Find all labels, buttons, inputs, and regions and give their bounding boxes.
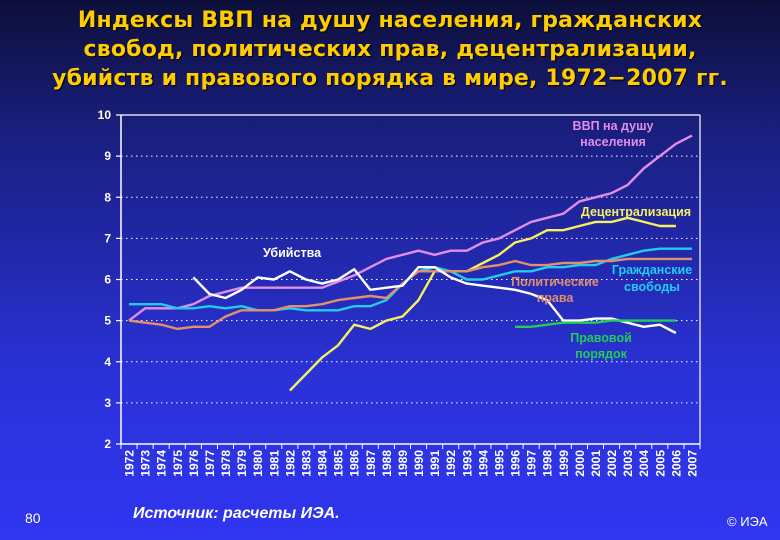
series-line: [515, 319, 676, 328]
title-line-2: свобод, политических прав, децентрализац…: [83, 37, 697, 62]
series-line: [289, 216, 676, 392]
source-note: Источник: расчеты ИЭА.: [133, 505, 340, 522]
axes: [120, 114, 701, 445]
x-tick-label: 1978: [219, 450, 233, 477]
x-tick-label: 1985: [332, 450, 346, 477]
x-tick-label: 1995: [492, 450, 506, 477]
x-tick-label: 1988: [380, 450, 394, 477]
x-tick-label: 2007: [686, 450, 700, 477]
x-tick-label: 2001: [589, 450, 603, 477]
x-tick-label: 1976: [187, 450, 201, 477]
series-line: [192, 266, 677, 335]
x-tick-label: 1987: [364, 450, 378, 477]
y-tick-label: 9: [104, 149, 111, 163]
series-line: [129, 247, 692, 312]
y-tick-label: 5: [104, 314, 111, 328]
x-tick-label: 2000: [573, 450, 587, 477]
x-tick-label: 1992: [444, 450, 458, 477]
copyright: © ИЭА: [727, 514, 768, 529]
x-tick-label: 1989: [396, 450, 410, 477]
x-tick-label: 2005: [653, 450, 667, 477]
x-tick-label: 2006: [669, 450, 683, 477]
x-tick-label: 1993: [460, 450, 474, 477]
title-line-3: убийств и правового порядка в мире, 1972…: [52, 66, 728, 91]
y-tick-label: 7: [104, 231, 111, 245]
series-line: [128, 134, 693, 322]
x-tick-label: 2003: [621, 450, 635, 477]
series-label: Убийства: [263, 246, 322, 260]
series-label: Политические: [511, 275, 599, 289]
x-tick-label: 1983: [299, 450, 313, 477]
x-tick-label: 1997: [525, 450, 539, 477]
x-tick-label: 1980: [251, 450, 265, 477]
series-label: ВВП на душу: [573, 119, 654, 133]
series-label: свободы: [624, 280, 680, 294]
x-tick-label: 1984: [316, 450, 330, 477]
x-tick-label: 1999: [557, 450, 571, 477]
y-tick-label: 2: [104, 437, 111, 451]
series-label: порядок: [575, 347, 628, 361]
series-lines: [128, 134, 693, 392]
series-label: населения: [580, 135, 646, 149]
y-tick-label: 4: [104, 355, 111, 369]
x-tick-label: 1982: [283, 450, 297, 477]
x-tick-label: 1994: [476, 450, 490, 477]
series-label: права: [537, 291, 575, 305]
y-tick-label: 8: [104, 190, 111, 204]
x-tick-label: 1972: [123, 450, 137, 477]
series-label: Правовой: [570, 331, 632, 345]
x-tick-label: 2004: [637, 450, 651, 477]
x-tick-label: 1990: [412, 450, 426, 477]
x-tick-label: 2002: [605, 450, 619, 477]
x-tick-label: 1977: [203, 450, 217, 477]
series-labels: ВВП на душу населения Децентрализация Гражд…: [263, 119, 692, 361]
series-label: Децентрализация: [581, 205, 691, 219]
x-tick-label: 1998: [541, 450, 555, 477]
x-tick-label: 1974: [155, 450, 169, 477]
y-tick-label: 6: [104, 273, 111, 287]
x-tick-label: 1979: [235, 450, 249, 477]
x-tick-label: 1975: [171, 450, 185, 477]
page-number: 80: [25, 510, 41, 526]
y-tick-label: 3: [104, 396, 111, 410]
x-tick-label: 1981: [267, 450, 281, 477]
x-tick-label: 1973: [139, 450, 153, 477]
title-line-1: Индексы ВВП на душу населения, гражданск…: [77, 8, 703, 33]
x-tick-label: 1991: [428, 450, 442, 477]
y-axis-ticks: 2 3 4 5 6 7 8 9 10: [98, 108, 121, 451]
x-axis-ticks: 1972 1973 1974 1975 1976 1977 1978 1979 1980 1981…: [120, 444, 701, 477]
x-tick-label: 1986: [348, 450, 362, 477]
x-tick-label: 1996: [509, 450, 523, 477]
series-label: Гражданские: [612, 263, 692, 277]
slide-title: Индексы ВВП на душу населения, гражданск…: [0, 6, 780, 93]
y-tick-label: 10: [98, 108, 112, 122]
